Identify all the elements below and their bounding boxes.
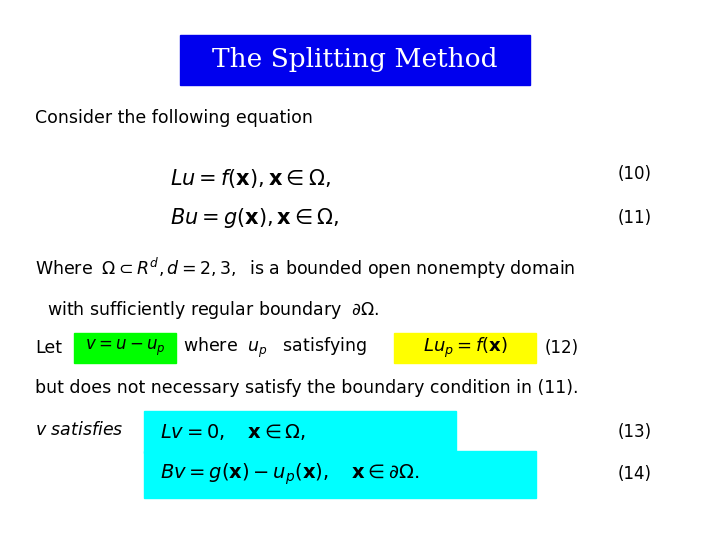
Text: Where $\;\Omega \subset R^d, d = 2,3,\;$ is a bounded open nonempty domain: Where $\;\Omega \subset R^d, d = 2,3,\;$… [35,255,575,281]
Text: (11): (11) [618,209,652,227]
Text: $Lu = f(\mathbf{x}), \mathbf{x} \in \Omega,$: $Lu = f(\mathbf{x}), \mathbf{x} \in \Ome… [170,166,330,190]
FancyBboxPatch shape [180,35,530,85]
Text: (12): (12) [545,339,579,357]
Text: $Bu = g(\mathbf{x}), \mathbf{x} \in \Omega,$: $Bu = g(\mathbf{x}), \mathbf{x} \in \Ome… [170,206,339,230]
Text: $v$ satisfies: $v$ satisfies [35,421,124,439]
Text: where  $u_p\;$  satisfying: where $u_p\;$ satisfying [183,336,367,360]
FancyBboxPatch shape [144,451,536,498]
Text: Let: Let [35,339,62,357]
FancyBboxPatch shape [394,333,536,363]
Text: (10): (10) [618,165,652,183]
Text: (13): (13) [618,423,652,441]
Text: with sufficiently regular boundary $\;\partial\Omega.$: with sufficiently regular boundary $\;\p… [47,299,379,321]
Text: $Bv = g(\mathbf{x}) - u_p(\mathbf{x}), \quad \mathbf{x} \in \partial\Omega.$: $Bv = g(\mathbf{x}) - u_p(\mathbf{x}), \… [160,461,420,487]
FancyBboxPatch shape [74,333,176,363]
Text: but does not necessary satisfy the boundary condition in (11).: but does not necessary satisfy the bound… [35,379,578,397]
FancyBboxPatch shape [144,411,456,453]
Text: $v = u - u_p$: $v = u - u_p$ [85,338,166,358]
Text: Consider the following equation: Consider the following equation [35,109,313,127]
Text: $Lv = 0, \quad \mathbf{x} \in \Omega,$: $Lv = 0, \quad \mathbf{x} \in \Omega,$ [160,422,306,442]
Text: (14): (14) [618,465,652,483]
Text: $Lu_p = f(\mathbf{x})$: $Lu_p = f(\mathbf{x})$ [423,336,507,360]
Text: The Splitting Method: The Splitting Method [212,48,498,72]
